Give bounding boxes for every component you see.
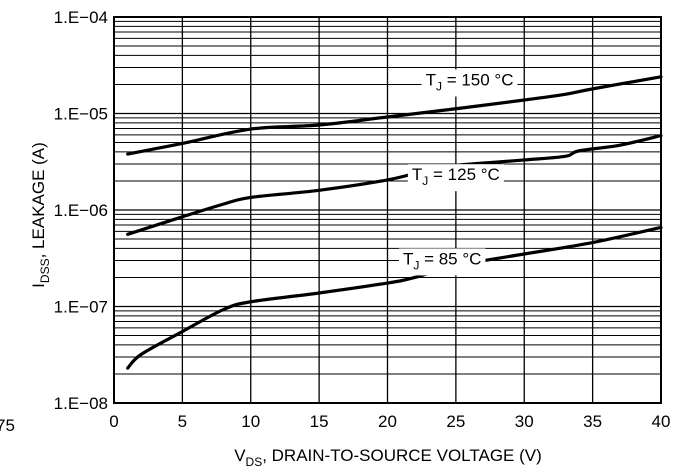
- x-axis-label-main: V: [234, 446, 246, 465]
- x-tick-label-4: 20: [378, 412, 397, 431]
- series-labels: TJ = 150 °CTJ = 125 °CTJ = 85 °C: [398, 69, 518, 276]
- series-label-tj-125: TJ = 125 °C: [407, 164, 504, 192]
- x-tick-label-0: 0: [109, 412, 118, 431]
- x-tick-label-6: 30: [515, 412, 534, 431]
- x-tick-label-1: 5: [178, 412, 187, 431]
- series-label-tj-85: TJ = 85 °C: [398, 248, 486, 276]
- series-label-box-tj-85: [398, 248, 486, 276]
- series-label-pre: T: [412, 165, 422, 184]
- y-axis-label-rest: , LEAKAGE (A): [29, 142, 48, 258]
- series-label-pre: T: [426, 71, 436, 90]
- y-axis-label-main: I: [29, 283, 48, 288]
- series-label-sub: J: [436, 80, 442, 94]
- series-label-box-tj-150: [421, 69, 518, 97]
- grid-lines: [114, 17, 661, 403]
- y-tick-label-0: 1.E−08: [54, 394, 108, 413]
- series-label-sub: J: [422, 174, 428, 188]
- x-tick-label-3: 15: [310, 412, 329, 431]
- x-tick-label-2: 10: [241, 412, 260, 431]
- series-label-box-tj-125: [407, 164, 504, 192]
- y-axis-label-sub: DSS: [38, 258, 52, 283]
- x-axis-label: VDS, DRAIN-TO-SOURCE VOLTAGE (V): [234, 446, 542, 469]
- left-edge-fragment: 75: [0, 416, 15, 435]
- series-label-post: = 150 °C: [442, 71, 514, 90]
- series-label-pre: T: [403, 249, 413, 268]
- series-label-tj-150: TJ = 150 °C: [421, 69, 518, 97]
- plot-frame: [113, 16, 662, 404]
- series-line-tj-150: [126, 75, 663, 156]
- x-axis-label-rest: , DRAIN-TO-SOURCE VOLTAGE (V): [262, 446, 542, 465]
- series-label-sub: J: [413, 258, 419, 272]
- series-line-tj-85: [126, 225, 663, 370]
- x-axis-label-sub: DS: [246, 455, 263, 469]
- series-label-text-tj-125: TJ = 125 °C: [412, 165, 500, 188]
- series-label-text-tj-150: TJ = 150 °C: [426, 71, 514, 94]
- series-label-text-tj-85: TJ = 85 °C: [403, 249, 481, 272]
- y-tick-label-4: 1.E−04: [54, 8, 108, 27]
- series-label-post: = 125 °C: [428, 165, 500, 184]
- y-tick-label-3: 1.E−05: [54, 105, 108, 124]
- y-tick-label-2: 1.E−06: [54, 201, 108, 220]
- x-tick-label-5: 25: [446, 412, 465, 431]
- series-label-post: = 85 °C: [419, 249, 481, 268]
- y-axis-label: IDSS, LEAKAGE (A): [29, 142, 52, 288]
- y-tick-label-1: 1.E−07: [54, 298, 108, 317]
- x-tick-label-7: 35: [583, 412, 602, 431]
- x-tick-label-8: 40: [652, 412, 671, 431]
- tick-labels: 0 5 10 15 20 25 30 35 40 1.E−08 1.E−07 1.E−06 1.E−05…: [54, 8, 671, 431]
